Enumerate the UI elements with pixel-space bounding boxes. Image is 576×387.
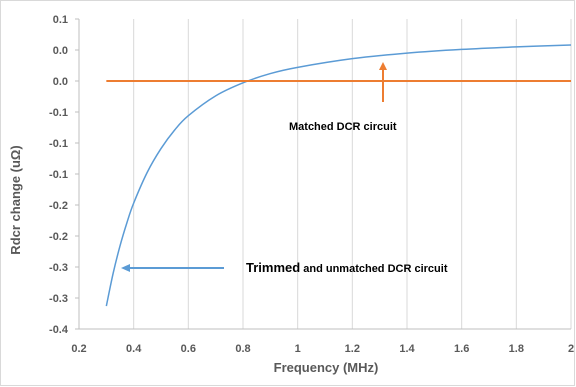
x-tick-label: 1.8 [509,343,524,355]
y-tick-label: -0.2 [49,200,68,212]
annotation-trimmed-bold: Trimmed [246,260,300,275]
annotation-trimmed-rest: and unmatched DCR circuit [300,263,448,275]
trimmed-arrow-head [121,264,130,272]
y-tick-label: -0.4 [49,324,69,336]
y-tick-label: -0.3 [49,262,68,274]
x-tick-label: 0.2 [71,343,86,355]
annotation-matched: Matched DCR circuit [289,121,397,133]
x-tick-label: 2 [568,343,574,355]
series-layer [105,44,572,307]
y-tick-label: -0.1 [49,107,68,119]
y-tick-label: -0.3 [49,293,68,305]
x-tick-label: 0.8 [235,343,250,355]
y-axis-label: Rdcr change (uΩ) [8,145,23,254]
x-tick-label: 1.6 [454,343,469,355]
x-tick-label: 1.2 [345,343,360,355]
y-tick-label: 0.0 [53,76,68,88]
y-tick-label: -0.1 [49,138,68,150]
y-tick-label: 0.1 [53,14,68,26]
series-line-trimmed [105,44,572,307]
gridlines [133,19,572,329]
y-tick-label: -0.2 [49,231,68,243]
matched-arrow-head [379,62,387,70]
y-tick-label: 0.0 [53,45,68,57]
x-tick-label: 0.6 [181,343,196,355]
y-tick-label: -0.1 [49,169,68,181]
axes: 0.2 0.4 0.6 0.8 1 1.2 1.4 1.6 1.8 2 0.1 0.0 0.0 -0.1 -… [49,14,574,355]
x-tick-label: 1 [295,343,301,355]
annotation-trimmed: Trimmed and unmatched DCR circuit [246,260,448,275]
x-tick-label: 0.4 [126,343,142,355]
x-axis-label: Frequency (MHz) [274,360,379,375]
x-tick-label: 1.4 [399,343,415,355]
annotation-arrows [121,62,387,272]
